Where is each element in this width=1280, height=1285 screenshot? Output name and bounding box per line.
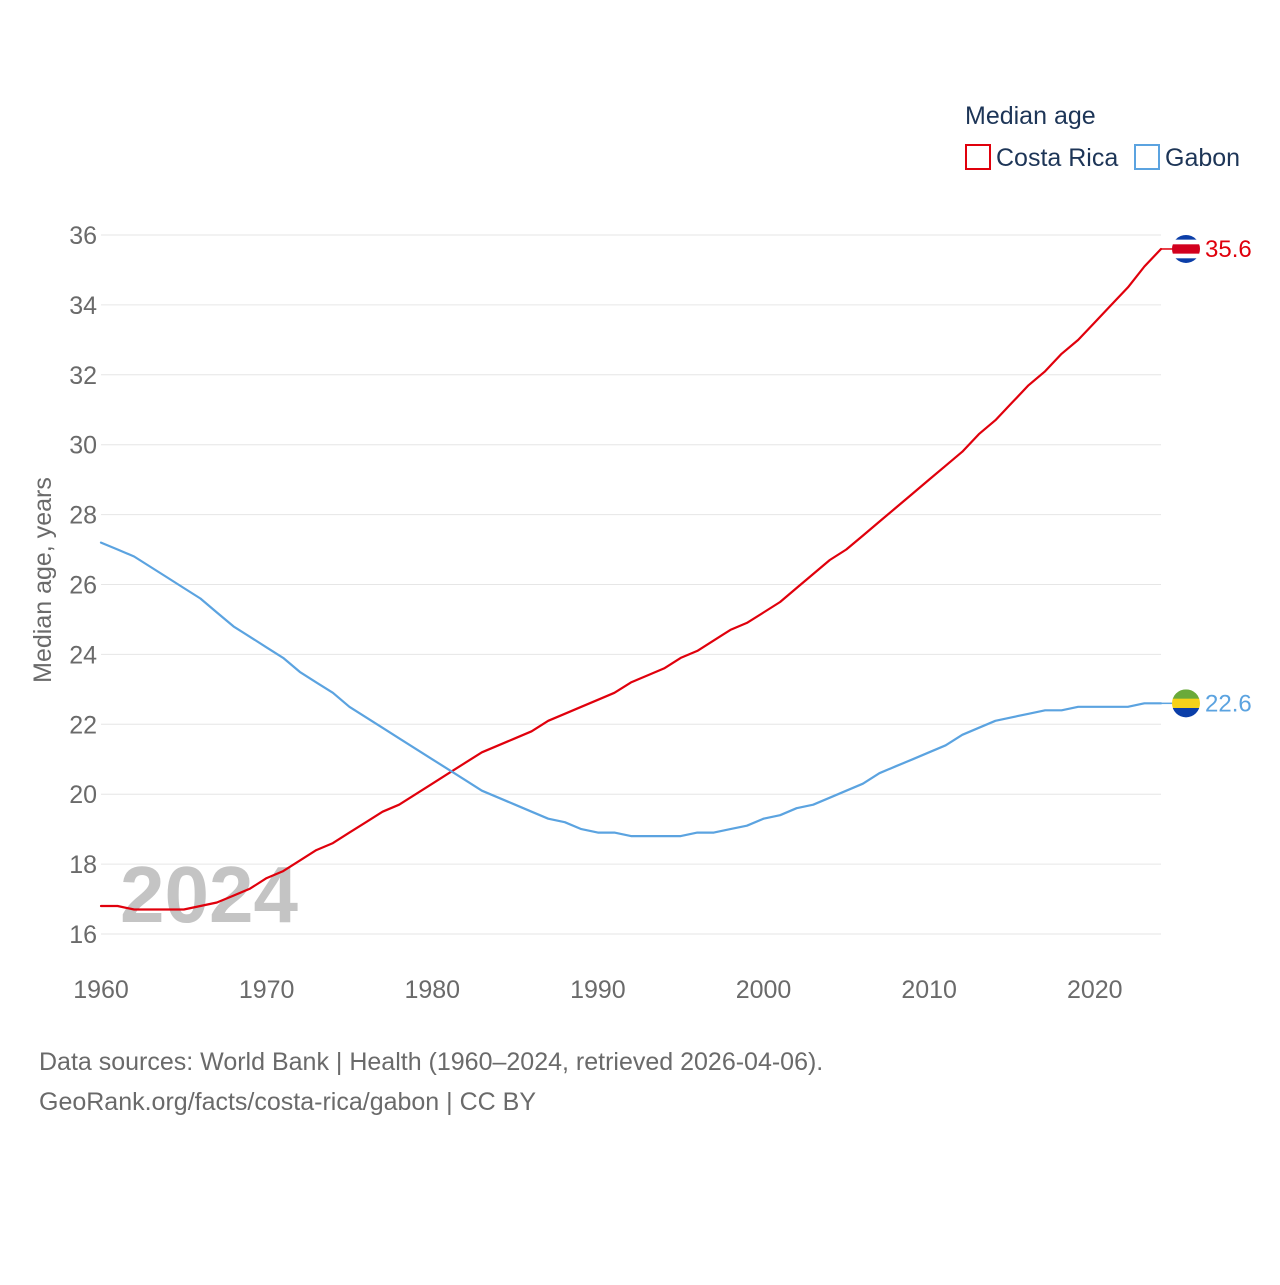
flag-stripe — [1172, 253, 1200, 259]
flag-stripe — [1172, 239, 1200, 245]
y-tick-label: 24 — [69, 641, 97, 669]
legend-label: Costa Rica — [996, 144, 1118, 172]
y-tick-label: 18 — [69, 851, 97, 879]
flag-stripe — [1172, 234, 1200, 241]
y-tick-label: 32 — [69, 362, 97, 390]
legend-item-costa-rica[interactable]: Costa Rica — [965, 144, 1118, 172]
series-line-costa-rica[interactable] — [99, 247, 1163, 911]
y-tick-label: 36 — [69, 222, 97, 250]
end-value-label: 22.6 — [1205, 690, 1252, 717]
y-tick-label: 34 — [69, 292, 97, 320]
y-tick-label: 16 — [69, 921, 97, 949]
footer: Data sources: World Bank | Health (1960–… — [39, 1042, 823, 1122]
flag-costa-rica — [1172, 234, 1200, 263]
x-tick-label: 2020 — [1067, 976, 1123, 1004]
legend-swatch — [965, 144, 991, 170]
flag-stripe — [1172, 698, 1200, 709]
end-flag-costa-rica — [1172, 234, 1200, 263]
footer-sources: Data sources: World Bank | Health (1960–… — [39, 1048, 824, 1076]
y-tick-label: 22 — [69, 711, 97, 739]
x-tick-label: 1960 — [73, 976, 129, 1004]
y-tick-label: 26 — [69, 572, 97, 600]
flag-stripe — [1172, 244, 1200, 255]
end-flag-gabon — [1172, 689, 1200, 718]
x-tick-label: 1980 — [404, 976, 460, 1004]
footer-credit[interactable]: GeoRank.org/facts/costa-rica/gabon | CC … — [39, 1088, 536, 1116]
x-tick-label: 2010 — [901, 976, 957, 1004]
flag-stripe — [1172, 707, 1200, 718]
legend-label: Gabon — [1165, 144, 1240, 172]
series-line-gabon[interactable] — [99, 541, 1163, 838]
flag-stripe — [1172, 258, 1200, 263]
flag-stripe — [1172, 689, 1200, 700]
legend-swatch — [1134, 144, 1160, 170]
x-tick-label: 1990 — [570, 976, 626, 1004]
y-tick-label: 20 — [69, 781, 97, 809]
legend-title: Median age — [965, 102, 1096, 130]
end-value-label: 35.6 — [1205, 236, 1252, 263]
x-tick-label: 2000 — [736, 976, 792, 1004]
y-tick-label: 28 — [69, 502, 97, 530]
flag-gabon — [1172, 689, 1200, 718]
y-axis-title: Median age, years — [29, 477, 57, 683]
year-watermark: 2024 — [120, 850, 298, 939]
legend-item-gabon[interactable]: Gabon — [1134, 144, 1240, 172]
y-tick-label: 30 — [69, 432, 97, 460]
x-tick-label: 1970 — [239, 976, 295, 1004]
